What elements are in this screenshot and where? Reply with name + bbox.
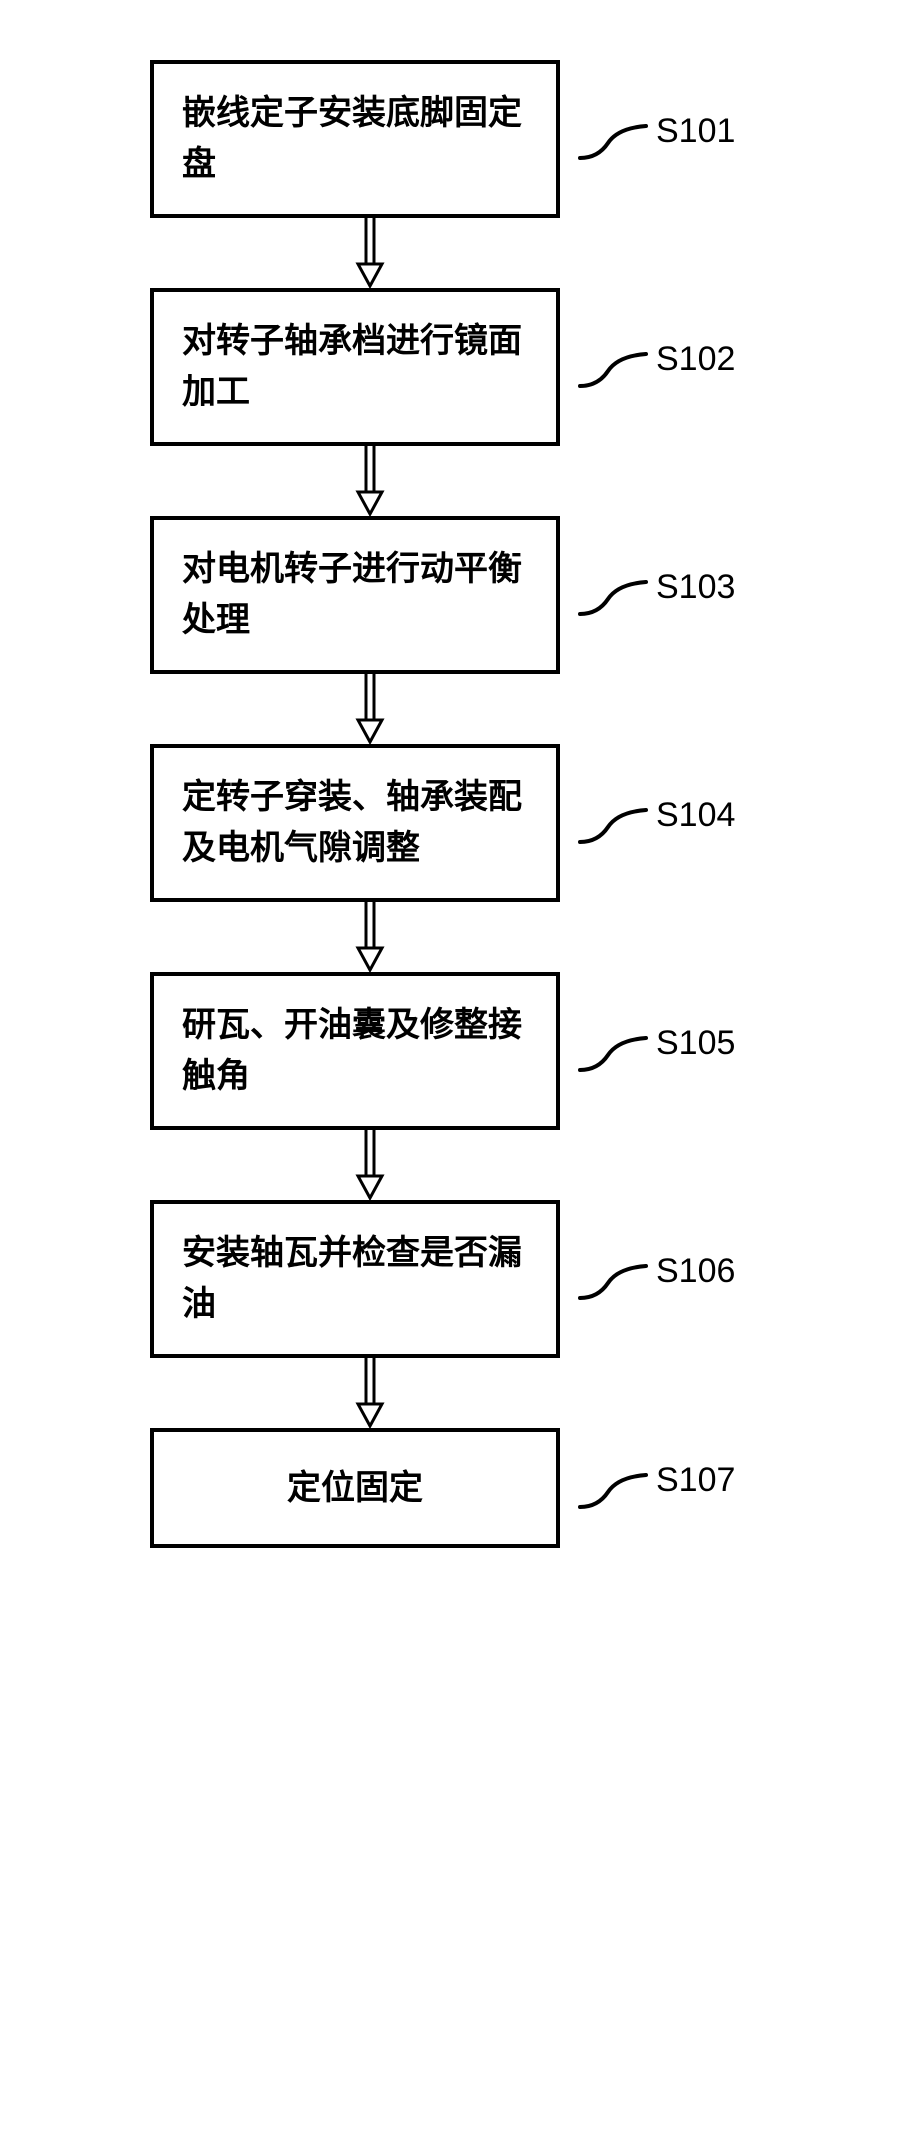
- step-label: S102: [656, 340, 735, 379]
- flow-arrow-down-icon: [350, 446, 390, 516]
- step-label-wrap: S103: [578, 574, 735, 616]
- step-label: S106: [656, 1252, 735, 1291]
- flow-step-text: 对转子轴承档进行镜面加工: [182, 316, 528, 418]
- flow-step-box: 安装轴瓦并检查是否漏油: [150, 1200, 560, 1358]
- step-label: S103: [656, 568, 735, 607]
- flow-arrow-down-icon: [350, 674, 390, 744]
- step-row: 定转子穿装、轴承装配及电机气隙调整 S104: [150, 744, 735, 902]
- step-label-wrap: S106: [578, 1258, 735, 1300]
- step-row: 对转子轴承档进行镜面加工 S102: [150, 288, 735, 446]
- flow-step-box: 嵌线定子安装底脚固定盘: [150, 60, 560, 218]
- flow-step-box: 定转子穿装、轴承装配及电机气隙调整: [150, 744, 560, 902]
- step-row: 研瓦、开油囊及修整接触角 S105: [150, 972, 735, 1130]
- flow-step-text: 研瓦、开油囊及修整接触角: [182, 1000, 528, 1102]
- step-label: S101: [656, 112, 735, 151]
- flow-step-text: 对电机转子进行动平衡处理: [182, 544, 528, 646]
- flow-step-box: 对转子轴承档进行镜面加工: [150, 288, 560, 446]
- step-label-wrap: S107: [578, 1467, 735, 1509]
- flow-arrow-down-icon: [350, 218, 390, 288]
- flow-arrow-down-icon: [350, 1358, 390, 1428]
- step-label-wrap: S104: [578, 802, 735, 844]
- flow-step-box: 对电机转子进行动平衡处理: [150, 516, 560, 674]
- flow-step-text: 定位固定: [287, 1463, 423, 1514]
- step-label: S107: [656, 1461, 735, 1500]
- flow-arrow-down-icon: [350, 1130, 390, 1200]
- step-label-wrap: S101: [578, 118, 735, 160]
- step-label: S105: [656, 1024, 735, 1063]
- step-label-wrap: S105: [578, 1030, 735, 1072]
- flow-step-text: 安装轴瓦并检查是否漏油: [182, 1228, 528, 1330]
- flow-arrow-down-icon: [350, 902, 390, 972]
- flow-step-box: 研瓦、开油囊及修整接触角: [150, 972, 560, 1130]
- step-label: S104: [656, 796, 735, 835]
- flowchart-container: 嵌线定子安装底脚固定盘 S101 对转子轴承档进行镜面加工 S102 对电机转子进行动平…: [150, 60, 842, 1548]
- step-row: 嵌线定子安装底脚固定盘 S101: [150, 60, 735, 218]
- step-row: 安装轴瓦并检查是否漏油 S106: [150, 1200, 735, 1358]
- flow-step-text: 定转子穿装、轴承装配及电机气隙调整: [182, 772, 528, 874]
- step-row: 定位固定 S107: [150, 1428, 735, 1548]
- flow-step-text: 嵌线定子安装底脚固定盘: [182, 88, 528, 190]
- step-label-wrap: S102: [578, 346, 735, 388]
- flow-step-box: 定位固定: [150, 1428, 560, 1548]
- step-row: 对电机转子进行动平衡处理 S103: [150, 516, 735, 674]
